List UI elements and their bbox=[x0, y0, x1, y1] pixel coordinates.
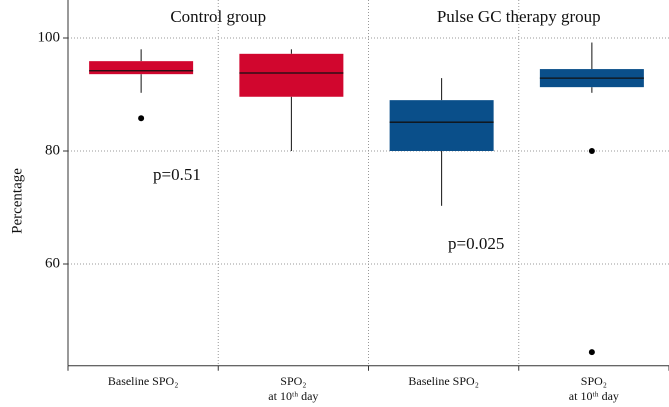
x-tick-label: Baseline SPO₂ bbox=[108, 374, 179, 388]
group-title: Control group bbox=[170, 7, 266, 26]
annotation: p=0.51 bbox=[153, 165, 201, 184]
box bbox=[389, 100, 494, 151]
y-axis-label: Percentage bbox=[9, 168, 25, 234]
x-tick-label: SPO₂ bbox=[280, 374, 306, 388]
x-tick-label: at 10ᵗʰ day bbox=[268, 389, 318, 403]
x-tick-label: at 10ᵗʰ day bbox=[569, 389, 619, 403]
box bbox=[89, 61, 194, 75]
y-tick-label: 80 bbox=[45, 142, 60, 158]
x-tick-label: SPO₂ bbox=[581, 374, 607, 388]
annotation: p=0.025 bbox=[448, 234, 504, 253]
outlier bbox=[588, 148, 595, 154]
y-tick-label: 100 bbox=[38, 29, 61, 45]
outlier bbox=[138, 115, 145, 122]
x-tick-label: Baseline SPO₂ bbox=[408, 374, 479, 388]
group-title: Pulse GC therapy group bbox=[437, 7, 601, 26]
outlier bbox=[588, 349, 595, 356]
box bbox=[239, 53, 344, 97]
y-tick-label: 60 bbox=[45, 255, 60, 271]
